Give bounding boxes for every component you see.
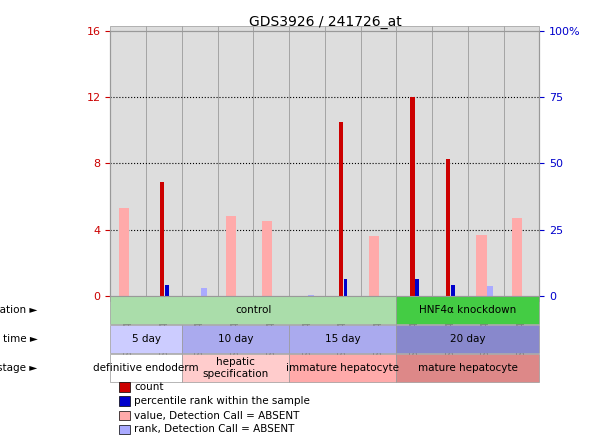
Text: hepatic
specification: hepatic specification xyxy=(202,357,268,379)
FancyBboxPatch shape xyxy=(110,325,182,353)
Bar xyxy=(451,285,455,296)
Bar xyxy=(410,97,414,296)
FancyBboxPatch shape xyxy=(504,26,539,301)
FancyBboxPatch shape xyxy=(360,26,397,301)
FancyBboxPatch shape xyxy=(218,26,253,301)
Bar xyxy=(119,382,130,392)
Bar xyxy=(119,396,130,406)
FancyBboxPatch shape xyxy=(289,26,325,301)
Bar xyxy=(262,222,272,296)
Text: immature hepatocyte: immature hepatocyte xyxy=(286,363,399,373)
Text: 10 day: 10 day xyxy=(218,334,253,344)
Text: value, Detection Call = ABSENT: value, Detection Call = ABSENT xyxy=(134,411,299,420)
Text: mature hepatocyte: mature hepatocyte xyxy=(418,363,518,373)
Bar xyxy=(160,182,164,296)
Bar xyxy=(308,295,314,296)
Bar xyxy=(487,285,493,296)
FancyBboxPatch shape xyxy=(253,26,289,301)
Text: definitive endoderm: definitive endoderm xyxy=(93,363,199,373)
Bar xyxy=(416,279,419,296)
Text: percentile rank within the sample: percentile rank within the sample xyxy=(134,396,310,406)
FancyBboxPatch shape xyxy=(468,26,504,301)
Text: time ►: time ► xyxy=(2,334,37,344)
FancyBboxPatch shape xyxy=(325,26,360,301)
FancyBboxPatch shape xyxy=(182,325,289,353)
Bar xyxy=(446,159,451,296)
Title: GDS3926 / 241726_at: GDS3926 / 241726_at xyxy=(248,15,402,29)
FancyBboxPatch shape xyxy=(432,26,468,301)
FancyBboxPatch shape xyxy=(397,26,432,301)
FancyBboxPatch shape xyxy=(289,354,397,381)
Bar xyxy=(201,288,207,296)
Bar xyxy=(119,424,130,434)
Bar xyxy=(344,279,348,296)
Bar xyxy=(119,208,129,296)
Bar xyxy=(165,285,169,296)
FancyBboxPatch shape xyxy=(182,26,218,301)
Text: count: count xyxy=(134,382,164,392)
Bar xyxy=(476,235,487,296)
Bar xyxy=(119,411,130,420)
Text: genotype/variation ►: genotype/variation ► xyxy=(0,305,37,315)
Bar xyxy=(226,217,237,296)
Text: 15 day: 15 day xyxy=(325,334,360,344)
Text: control: control xyxy=(235,305,272,315)
Text: HNF4α knockdown: HNF4α knockdown xyxy=(419,305,517,315)
FancyBboxPatch shape xyxy=(110,26,146,301)
FancyBboxPatch shape xyxy=(397,325,539,353)
FancyBboxPatch shape xyxy=(289,325,397,353)
Text: development stage ►: development stage ► xyxy=(0,363,37,373)
Bar xyxy=(512,218,522,296)
Bar xyxy=(339,122,343,296)
Text: 5 day: 5 day xyxy=(132,334,161,344)
FancyBboxPatch shape xyxy=(110,354,182,381)
FancyBboxPatch shape xyxy=(397,354,539,381)
FancyBboxPatch shape xyxy=(182,354,289,381)
FancyBboxPatch shape xyxy=(146,26,182,301)
FancyBboxPatch shape xyxy=(110,297,397,324)
Text: 20 day: 20 day xyxy=(450,334,485,344)
Bar xyxy=(369,236,379,296)
FancyBboxPatch shape xyxy=(397,297,539,324)
Text: rank, Detection Call = ABSENT: rank, Detection Call = ABSENT xyxy=(134,424,294,434)
